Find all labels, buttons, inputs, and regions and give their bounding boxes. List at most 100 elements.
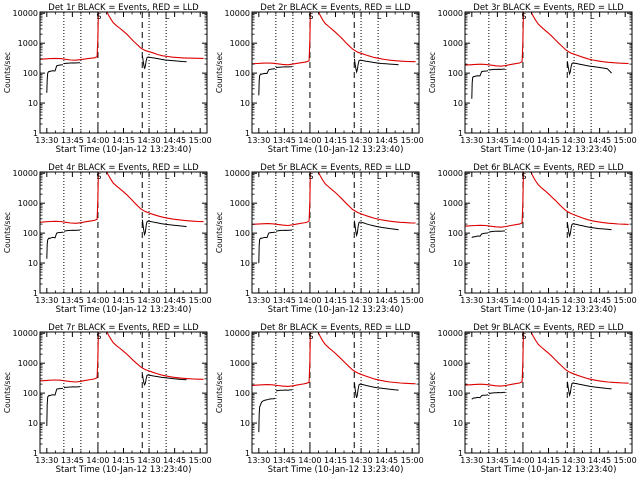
x-tick-label: 14:00	[298, 136, 321, 145]
marker-label: S	[521, 12, 526, 21]
y-tick-label: 1000	[230, 199, 250, 208]
x-tick-label: 15:00	[401, 456, 424, 465]
x-tick-label: 14:30	[563, 456, 586, 465]
x-tick-label: 13:30	[247, 456, 270, 465]
x-tick-label: 15:00	[614, 136, 637, 145]
y-tick-label: 10	[453, 259, 463, 268]
x-tick-label: 14:30	[138, 296, 161, 305]
series-events-segment	[46, 64, 64, 93]
y-tick-label: 100	[235, 229, 250, 238]
x-axis-label: Start Time (10-Jan-12 13:23:40)	[481, 465, 617, 475]
y-tick-label: 100	[23, 229, 38, 238]
x-tick-label: 14:00	[86, 296, 109, 305]
x-tick-label: 15:00	[401, 296, 424, 305]
x-tick-label: 14:30	[138, 136, 161, 145]
y-tick-label: 10000	[438, 329, 463, 338]
y-tick-label: 1	[245, 449, 250, 458]
x-tick-label: 14:15	[537, 456, 560, 465]
y-tick-label: 1000	[443, 359, 463, 368]
x-tick-label: 13:45	[61, 296, 84, 305]
x-tick-label: 13:45	[61, 456, 84, 465]
y-tick-label: 10	[28, 419, 38, 428]
series-events-segment	[488, 230, 505, 233]
y-tick-label: 1	[245, 129, 250, 138]
y-tick-label: 100	[23, 69, 38, 78]
x-tick-label: 15:00	[614, 296, 637, 305]
series-group	[40, 172, 204, 259]
x-tick-label: 14:30	[350, 456, 373, 465]
y-tick-label: 1000	[230, 39, 250, 48]
x-tick-label: 13:45	[273, 136, 296, 145]
series-events-segment	[141, 219, 187, 237]
series-events-segment	[471, 394, 489, 400]
y-axis-label: Counts/sec	[3, 212, 12, 253]
x-tick-label: 15:00	[614, 456, 637, 465]
series-events-segment	[471, 70, 489, 99]
marker-label: L	[377, 172, 382, 181]
y-tick-label: 10	[240, 419, 250, 428]
panel-title: Det 4r BLACK = Events, RED = LLD	[48, 163, 199, 173]
x-tick-label: 14:15	[324, 296, 347, 305]
y-axis-label: Counts/sec	[428, 212, 437, 253]
x-tick-label: 14:00	[511, 456, 534, 465]
x-tick-label: 14:00	[298, 456, 321, 465]
y-tick-label: 10000	[225, 329, 250, 338]
x-tick-label: 14:45	[588, 136, 611, 145]
x-tick-label: 13:30	[247, 136, 270, 145]
x-tick-label: 14:00	[511, 136, 534, 145]
x-tick-label: 14:45	[588, 296, 611, 305]
series-lld-segment	[465, 172, 629, 228]
y-axis-label: Counts/sec	[428, 52, 437, 93]
x-tick-label: 15:00	[189, 136, 212, 145]
x-axis-label: Start Time (10-Jan-12 13:23:40)	[481, 145, 617, 155]
series-events-segment	[63, 386, 80, 389]
panel-title: Det 3r BLACK = Events, RED = LLD	[473, 3, 624, 13]
y-tick-label: 100	[23, 389, 38, 398]
y-axis-label: Counts/sec	[215, 52, 224, 93]
x-tick-label: 13:30	[460, 296, 483, 305]
series-events-segment	[275, 389, 292, 392]
x-tick-label: 14:30	[563, 136, 586, 145]
series-events-segment	[275, 66, 292, 69]
panel-title: Det 5r BLACK = Events, RED = LLD	[260, 163, 411, 173]
x-axis-label: Start Time (10-Jan-12 13:23:40)	[56, 305, 192, 315]
y-tick-label: 1	[33, 129, 38, 138]
series-lld-segment	[465, 12, 629, 67]
y-tick-label: 100	[235, 69, 250, 78]
y-tick-label: 10000	[438, 9, 463, 18]
x-tick-label: 13:45	[273, 296, 296, 305]
series-events-segment	[275, 229, 292, 232]
panel-title: Det 7r BLACK = Events, RED = LLD	[48, 323, 199, 333]
x-tick-label: 13:45	[273, 456, 296, 465]
x-axis-label: Start Time (10-Jan-12 13:23:40)	[268, 145, 404, 155]
y-tick-label: 1000	[230, 359, 250, 368]
x-tick-label: 14:30	[350, 136, 373, 145]
series-group	[465, 332, 629, 400]
y-tick-label: 1	[458, 289, 463, 298]
y-tick-label: 1000	[18, 359, 38, 368]
y-tick-label: 100	[448, 229, 463, 238]
x-tick-label: 13:45	[486, 456, 509, 465]
x-tick-label: 14:15	[324, 136, 347, 145]
series-lld-segment	[40, 332, 204, 383]
panel-title: Det 2r BLACK = Events, RED = LLD	[260, 3, 411, 13]
x-tick-label: 14:15	[112, 456, 135, 465]
series-events-segment	[46, 231, 64, 259]
x-tick-label: 14:30	[138, 456, 161, 465]
series-events-segment	[258, 68, 276, 96]
x-tick-label: 14:00	[86, 456, 109, 465]
y-tick-label: 10000	[225, 9, 250, 18]
marker-label: L	[377, 332, 382, 341]
x-tick-label: 15:00	[189, 456, 212, 465]
marker-label: S	[96, 332, 101, 341]
series-group	[40, 332, 204, 427]
series-events-segment	[353, 220, 399, 238]
y-axis-label: Counts/sec	[215, 372, 224, 413]
series-group	[40, 12, 204, 93]
